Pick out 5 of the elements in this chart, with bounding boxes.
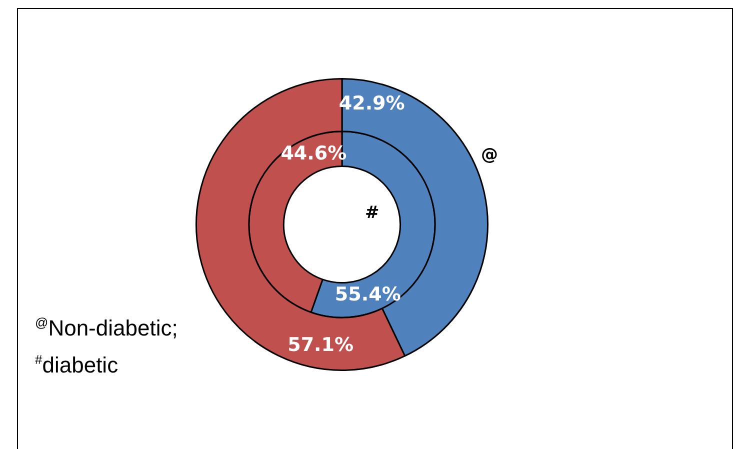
slice-label: # xyxy=(365,202,380,223)
slice-label: @ xyxy=(481,145,498,166)
data-label: 57.1% xyxy=(288,334,354,356)
data-label: 55.4% xyxy=(334,284,401,306)
text: $^{@}$Non-diabetic; $^{#}$diabetic xyxy=(35,314,179,380)
